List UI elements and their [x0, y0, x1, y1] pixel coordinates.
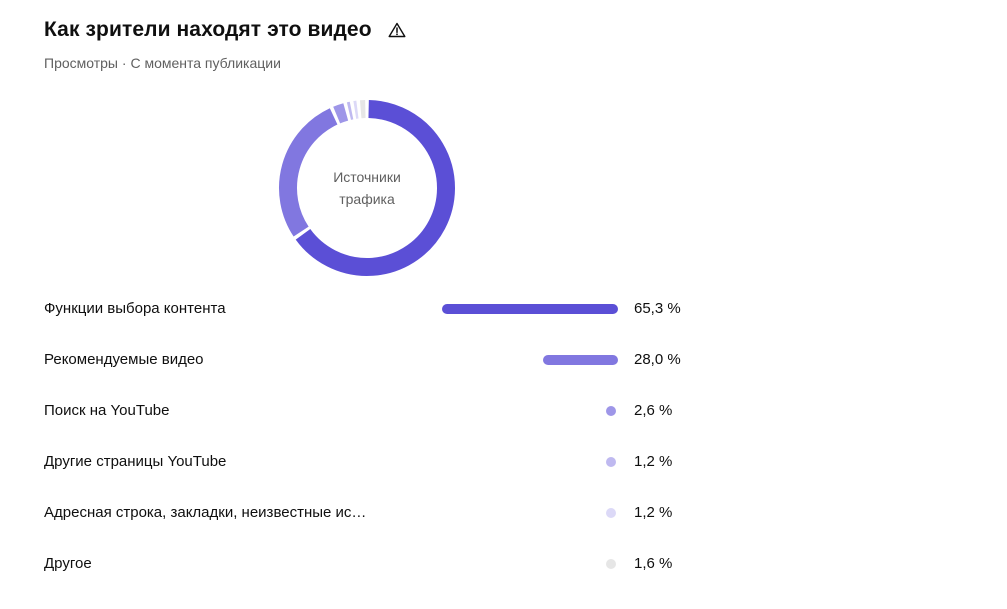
- traffic-source-label[interactable]: Функции выбора контента: [44, 300, 226, 317]
- donut-slice-0[interactable]: [295, 100, 455, 276]
- traffic-source-row[interactable]: Другое 1,6 %: [44, 538, 704, 589]
- traffic-source-list: Функции выбора контента 65,3 % Рекомендуем…: [44, 283, 704, 589]
- traffic-source-row[interactable]: Функции выбора контента 65,3 %: [44, 283, 704, 334]
- donut-svg: [279, 100, 455, 276]
- traffic-source-bar: [442, 303, 618, 314]
- traffic-source-bar-area: [442, 558, 618, 570]
- traffic-source-row[interactable]: Поиск на YouTube 2,6 %: [44, 385, 704, 436]
- traffic-source-dot: [606, 456, 616, 467]
- traffic-source-row[interactable]: Рекомендуемые видео 28,0 %: [44, 334, 704, 385]
- traffic-source-value: 2,6 %: [634, 402, 673, 419]
- traffic-source-bar-area: [442, 456, 618, 468]
- card-subtitle: Просмотры · С момента публикации: [44, 55, 281, 71]
- traffic-source-row[interactable]: Адресная строка, закладки, неизвестные и…: [44, 487, 704, 538]
- donut-center-line-2: трафика: [339, 191, 395, 207]
- traffic-source-bar-area: [442, 303, 618, 315]
- traffic-source-value: 28,0 %: [634, 351, 681, 368]
- traffic-source-value: 1,6 %: [634, 555, 673, 572]
- card-title: Как зрители находят это видео: [44, 18, 372, 41]
- traffic-source-dot: [606, 405, 616, 416]
- traffic-source-bar-area: [442, 405, 618, 417]
- traffic-source-value: 1,2 %: [634, 453, 673, 470]
- traffic-source-label[interactable]: Рекомендуемые видео: [44, 351, 204, 368]
- traffic-source-value: 1,2 %: [634, 504, 673, 521]
- donut-slice-3[interactable]: [346, 101, 354, 120]
- traffic-source-value: 65,3 %: [634, 300, 681, 317]
- traffic-source-row[interactable]: Другие страницы YouTube 1,2 %: [44, 436, 704, 487]
- traffic-source-bar: [542, 354, 618, 365]
- traffic-source-dot: [606, 507, 616, 518]
- warning-icon[interactable]: [388, 22, 406, 38]
- donut-slice-2[interactable]: [333, 103, 349, 124]
- traffic-source-label[interactable]: Адресная строка, закладки, неизвестные и…: [44, 504, 367, 521]
- traffic-source-label[interactable]: Поиск на YouTube: [44, 402, 170, 419]
- traffic-source-label[interactable]: Другое: [44, 555, 92, 572]
- traffic-donut-chart: Источники трафика: [277, 98, 457, 278]
- donut-center-line-1: Источники: [333, 169, 401, 185]
- traffic-source-label[interactable]: Другие страницы YouTube: [44, 453, 227, 470]
- donut-slice-1[interactable]: [279, 108, 338, 237]
- traffic-source-bar-area: [442, 354, 618, 366]
- traffic-source-dot: [606, 558, 616, 569]
- card-header: Как зрители находят это видео: [44, 18, 406, 42]
- traffic-source-bar-area: [442, 507, 618, 519]
- donut-center-label: Источники трафика: [277, 98, 457, 278]
